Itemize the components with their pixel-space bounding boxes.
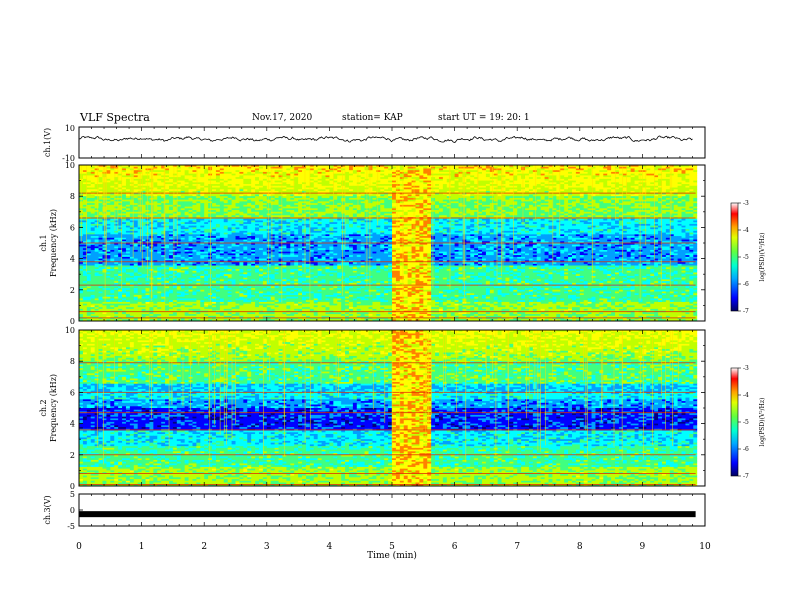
vlf-spectra-figure: 10-10ch.1(V) 0246810ch.1 Frequency (kHz) … — [0, 0, 792, 612]
ch1-ytick-label: 10 — [65, 124, 75, 133]
ch1-ylabel: ch.1(V) — [43, 128, 52, 157]
ch1-trace — [79, 136, 693, 143]
ch1-frame — [79, 127, 705, 158]
